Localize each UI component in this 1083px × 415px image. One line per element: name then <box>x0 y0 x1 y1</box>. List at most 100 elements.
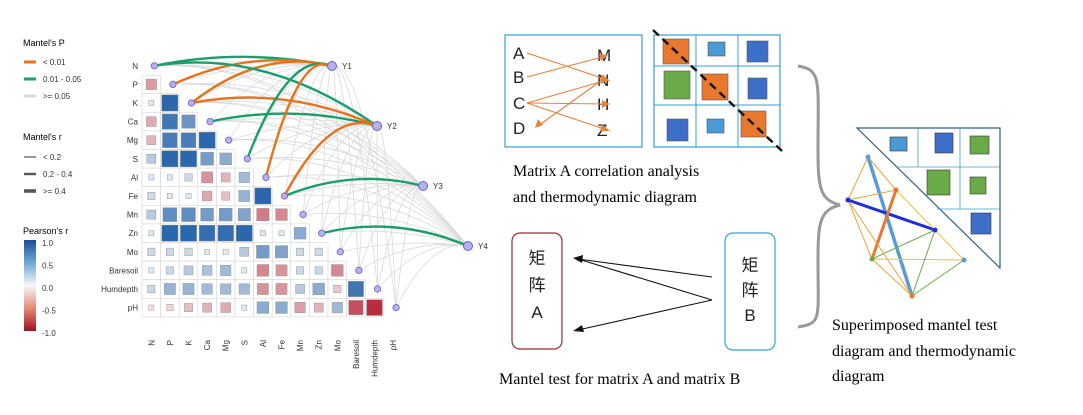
left-letter: A <box>513 44 525 63</box>
heatmap-square <box>198 131 216 149</box>
letter-arrowheads <box>535 54 610 131</box>
variable-node <box>225 136 233 144</box>
row-label: P <box>133 80 138 89</box>
network-nodes <box>845 154 967 299</box>
heatmap-square <box>333 285 342 293</box>
variable-node <box>336 248 344 256</box>
letter-box <box>504 34 643 148</box>
mantel-r-items: < 0.2 0.2 - 0.4 >= 0.4 <box>24 153 73 196</box>
mantel-link-significant <box>264 62 333 178</box>
mantel-link-nonsig <box>321 230 469 247</box>
target-nodes: Y1 Y2 Y3 Y4 <box>327 61 488 251</box>
pearson-ticks: 1.0 0.5 0.0 -0.5 -1.0 <box>42 239 56 338</box>
column-label: Mn <box>296 340 305 351</box>
mantel-link-nonsig <box>339 184 424 252</box>
target-label: Y3 <box>433 182 443 191</box>
heatmap-square <box>348 300 364 315</box>
column-label: Mo <box>333 339 342 351</box>
correlation-heatmap <box>141 74 385 318</box>
heatmap-square <box>181 207 196 222</box>
heatmap-square <box>184 303 193 312</box>
heatmap-square <box>201 171 213 184</box>
mantel-ab-caption: Mantel test for matrix A and matrix B <box>499 371 740 388</box>
heatmap-square <box>185 193 192 199</box>
variable-node <box>150 62 158 70</box>
mantel-r-title: Mantel's r <box>23 132 62 142</box>
heatmap-square <box>146 135 157 145</box>
heatmap-square <box>257 283 269 295</box>
heatmap-square <box>147 192 156 200</box>
mantel-link-significant <box>321 225 469 248</box>
mantel-p-label: < 0.01 <box>43 58 66 67</box>
mantel-link-nonsig <box>228 123 378 141</box>
mantel-link-nonsig <box>321 65 333 234</box>
target-node <box>327 61 337 71</box>
matrix-a-char: 阵 <box>529 276 546 295</box>
heatmap-square <box>161 150 179 168</box>
heatmap-square <box>275 264 288 277</box>
heatmap-square <box>296 266 305 275</box>
heatmap-square <box>220 302 231 313</box>
variable-node <box>355 266 363 274</box>
column-label: pH <box>389 340 398 350</box>
heatmap-square <box>183 265 194 276</box>
pearson-tick: 1.0 <box>42 239 54 248</box>
heatmap-square <box>180 224 197 242</box>
heatmap-square <box>148 174 155 181</box>
heatmap-square <box>256 301 269 314</box>
mantel-link-nonsig <box>376 125 378 290</box>
row-label: Baresoil <box>109 266 138 275</box>
mantel-p-items: < 0.01 0.01 - 0.05 >= 0.05 <box>24 58 82 101</box>
heatmap-square <box>256 208 270 221</box>
heatmap-square <box>182 283 195 295</box>
row-labels: NP K Ca Mg S Al Fe Mn Zn Mo Baresoil Humdepth pH <box>101 62 139 313</box>
heatmap-square <box>201 265 213 276</box>
mantel-link-significant <box>284 177 424 198</box>
superimposed-caption-line1: Superimposed mantel test <box>832 317 998 334</box>
heatmap-square <box>238 171 250 183</box>
matrix-a-heat-grid <box>652 29 783 152</box>
variable-node <box>262 173 270 181</box>
heatmap-square <box>314 266 323 275</box>
mantel-link-nonsig <box>228 138 424 187</box>
heatmap-square <box>238 283 250 295</box>
mantel-r-label: 0.2 - 0.4 <box>43 170 73 179</box>
heatmap-square <box>220 264 232 276</box>
mantel-link-nonsig <box>265 176 469 247</box>
heatmap-square <box>184 247 193 256</box>
mantel-link-nonsig <box>210 120 424 187</box>
heatmap-square <box>167 193 173 199</box>
mantel-link-nonsig <box>191 102 424 187</box>
heatmap-square <box>199 225 216 242</box>
letter-arrows <box>526 52 609 131</box>
matrix-b-char: B <box>744 306 755 325</box>
variable-node <box>280 192 289 200</box>
mantel-p-item: >= 0.05 <box>24 92 71 101</box>
heatmap-square <box>296 247 305 256</box>
mantel-r-label: < 0.2 <box>43 153 62 162</box>
heatmap-square <box>146 209 157 220</box>
row-label: Ca <box>128 118 139 127</box>
mantel-links <box>150 55 469 312</box>
heatmap-square <box>147 285 156 293</box>
left-letter: D <box>513 119 525 138</box>
heatmap-square <box>145 78 157 90</box>
heatmap-square <box>241 304 248 311</box>
column-label: N <box>147 340 156 346</box>
heatmap-square <box>146 116 157 127</box>
matrix-a-label: 矩阵A <box>529 249 546 322</box>
left-letter: B <box>513 68 524 87</box>
heatmap-square <box>180 132 197 148</box>
matrix-a-caption-line2: and thermodynamic diagram <box>513 189 697 206</box>
variable-node <box>187 99 196 107</box>
heatmap-square <box>220 172 231 183</box>
row-label: S <box>133 155 138 164</box>
heatmap-square <box>161 224 179 242</box>
row-label: K <box>133 99 139 108</box>
heatmap-square <box>166 304 174 312</box>
heatmap-square <box>204 248 210 255</box>
row-label: N <box>132 62 138 71</box>
heatmap-square <box>165 247 174 256</box>
column-label: Zn <box>315 340 324 349</box>
